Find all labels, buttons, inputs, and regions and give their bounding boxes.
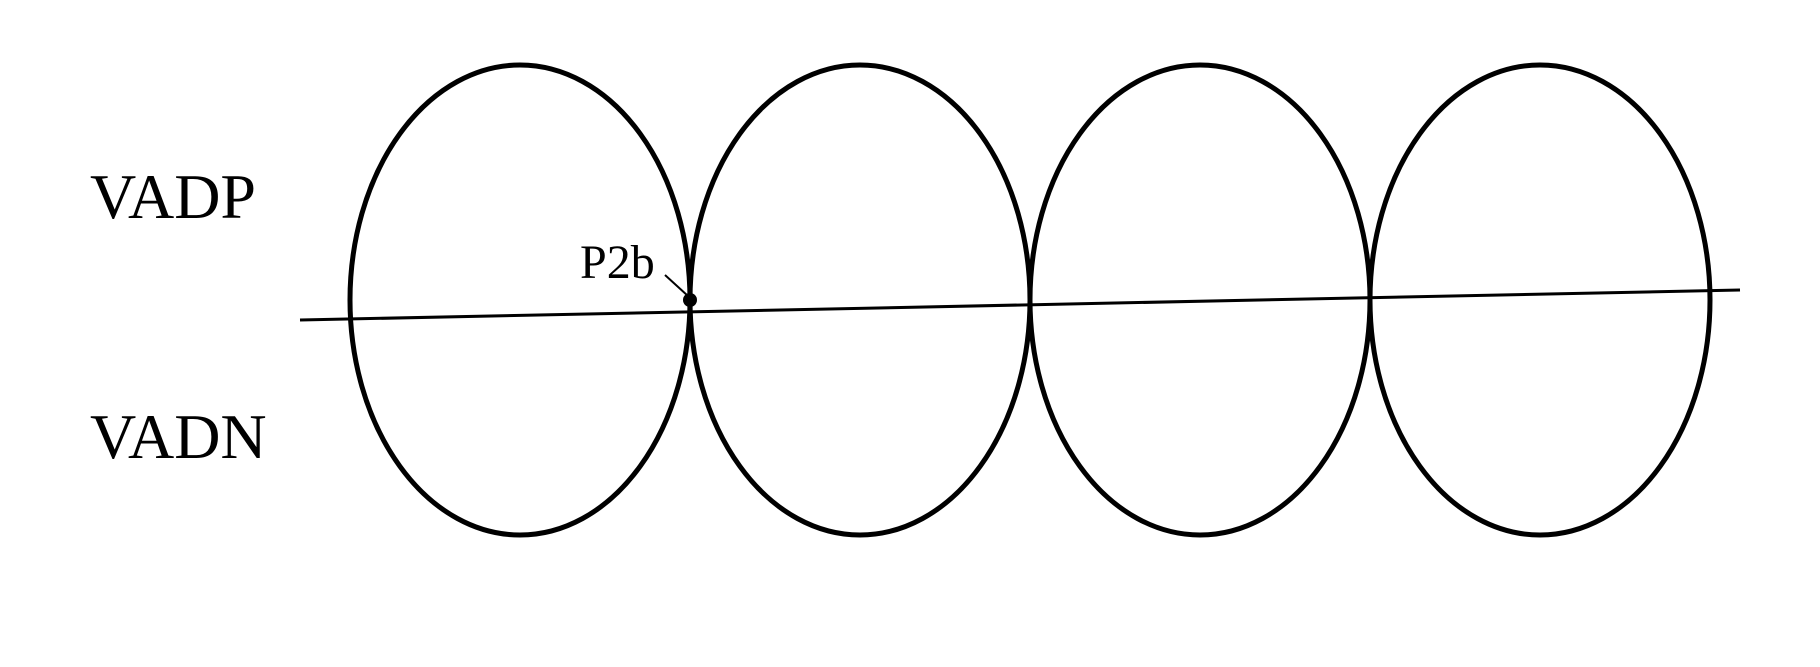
diagram-svg <box>0 0 1820 667</box>
crossing-point-dot <box>683 293 697 307</box>
eye-ellipse-1 <box>350 65 690 535</box>
diagram-stage: VADP VADN P2b <box>0 0 1820 667</box>
vadn-label: VADN <box>90 400 267 474</box>
eye-ellipse-4 <box>1370 65 1710 535</box>
point-label: P2b <box>580 235 655 290</box>
vadp-label: VADP <box>90 160 256 234</box>
threshold-line <box>300 290 1740 320</box>
point-leader <box>665 275 688 296</box>
eye-ellipse-2 <box>690 65 1030 535</box>
